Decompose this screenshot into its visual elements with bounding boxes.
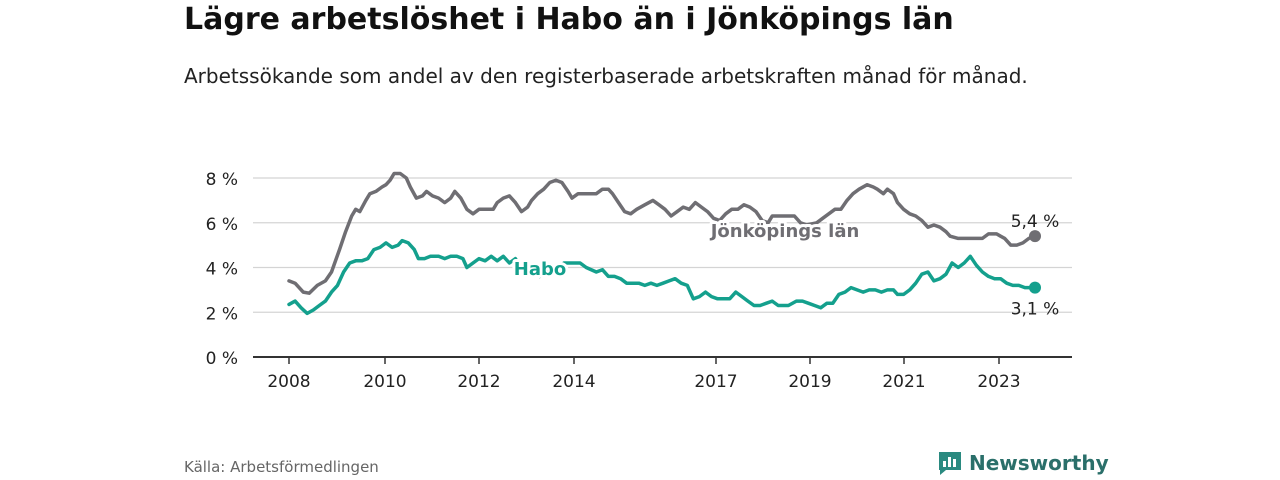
source-note: Källa: Arbetsförmedlingen (184, 458, 379, 476)
end-value-label: 3,1 % (1011, 300, 1060, 320)
series-annotation-jonkoping: Jönköpings län (709, 221, 860, 242)
series-lines (289, 174, 1041, 314)
brand-logo: Newsworthy (937, 450, 1109, 476)
series-line-habo (289, 241, 1035, 314)
x-tick-label: 2014 (552, 372, 595, 392)
newsworthy-logo-icon (937, 450, 963, 476)
x-axis-ticks: 2008 2010 2012 2014 2017 2019 2021 2023 (267, 357, 1020, 392)
y-tick-label: 6 % (206, 215, 238, 235)
y-tick-label: 2 % (206, 304, 238, 324)
x-tick-label: 2019 (788, 372, 831, 392)
x-tick-label: 2021 (882, 372, 925, 392)
y-tick-label: 0 % (206, 349, 238, 369)
x-tick-label: 2023 (977, 372, 1020, 392)
x-tick-label: 2012 (457, 372, 500, 392)
end-value-label: 5,4 % (1011, 212, 1060, 232)
x-tick-label: 2008 (267, 372, 310, 392)
x-tick-label: 2017 (694, 372, 737, 392)
end-point-habo (1029, 282, 1041, 294)
y-tick-label: 8 % (206, 170, 238, 190)
line-chart: 0 % 2 % 4 % 6 % 8 % 2008 2010 2012 2014 2017 2019… (0, 0, 1280, 480)
x-tick-label: 2010 (363, 372, 406, 392)
series-annotation-habo: Habo (514, 259, 566, 280)
y-tick-label: 4 % (206, 260, 238, 280)
brand-name: Newsworthy (969, 451, 1109, 475)
y-axis-ticks: 0 % 2 % 4 % 6 % 8 % (206, 170, 238, 369)
